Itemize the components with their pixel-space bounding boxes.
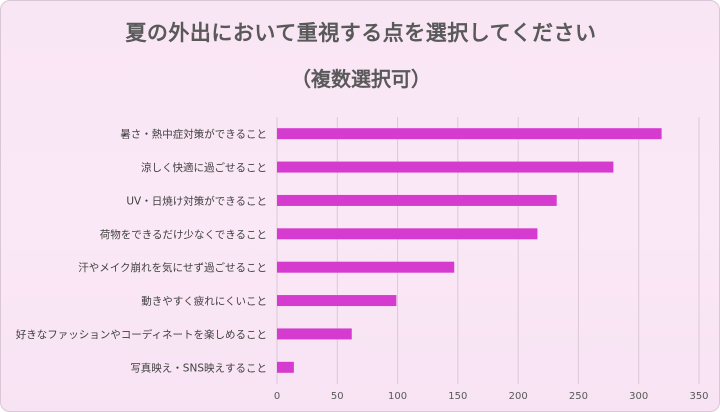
category-label: 写真映え・SNS映えすること [130, 361, 267, 374]
x-tick-label: 50 [331, 391, 344, 402]
bar [277, 128, 662, 140]
x-tick-label: 150 [448, 391, 467, 402]
x-tick-label: 250 [569, 391, 588, 402]
bar [277, 161, 614, 173]
x-tick-labels: 0 50 100 150 200 250 300 350 [274, 391, 709, 402]
grid-lines [276, 117, 700, 384]
category-label: 荷物をできるだけ少なくできること [100, 228, 267, 241]
category-label: 汗やメイク崩れを気にせず過ごせること [78, 261, 267, 274]
bar [277, 328, 352, 340]
bar [277, 194, 557, 206]
category-label: 暑さ・熱中症対策ができること [120, 128, 267, 141]
x-tick-label: 350 [689, 391, 708, 402]
category-label: 好きなファッションやコーディネートを楽しめること [16, 328, 267, 341]
bars [277, 128, 662, 373]
x-tick-label: 200 [509, 391, 528, 402]
bar [277, 261, 455, 273]
x-tick-label: 300 [629, 391, 648, 402]
chart-subtitle: （複数選択可） [291, 67, 431, 91]
category-label: 動きやすく疲れにくいこと [141, 295, 267, 308]
x-tick-label: 0 [274, 391, 280, 402]
category-label: 涼しく快適に過ごせること [141, 161, 267, 174]
bar [277, 228, 538, 240]
bar [277, 361, 294, 373]
x-tick-label: 100 [388, 391, 407, 402]
bar [277, 295, 397, 307]
category-label: UV・日焼け対策ができること [126, 194, 267, 207]
chart-title: 夏の外出において重視する点を選択してください [125, 21, 597, 45]
